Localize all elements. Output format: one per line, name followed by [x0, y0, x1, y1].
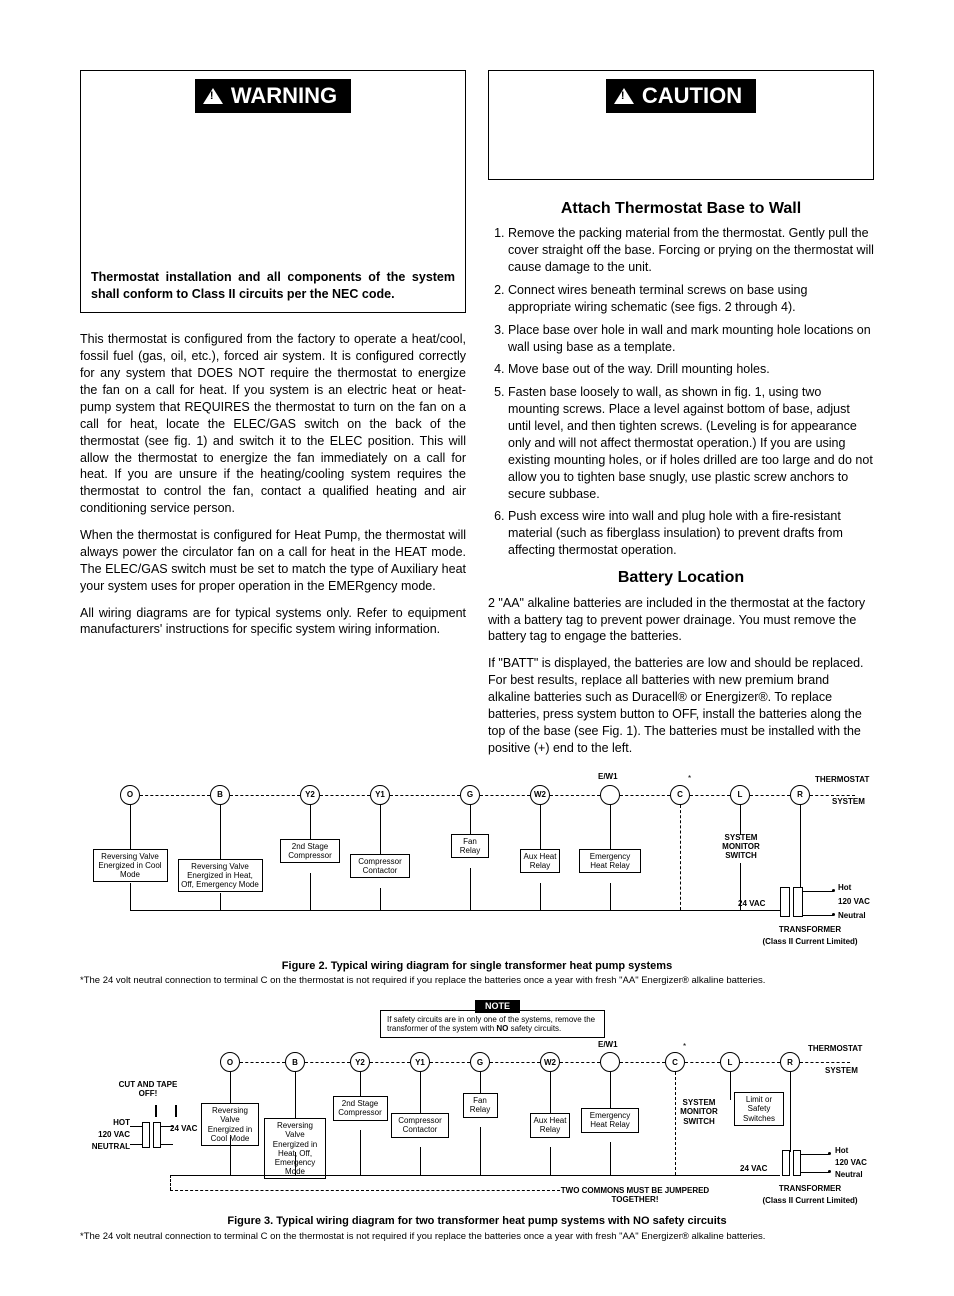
figure-2-caption: Figure 2. Typical wiring diagram for sin…: [80, 959, 874, 974]
warning-icon: [203, 88, 223, 104]
heading-attach: Attach Thermostat Base to Wall: [488, 198, 874, 220]
left-column: WARNING Thermostat installation and all …: [80, 70, 466, 767]
warning-text: Thermostat installation and all componen…: [91, 269, 455, 303]
warning-banner: WARNING: [195, 79, 351, 113]
step-2: Connect wires beneath terminal screws on…: [508, 282, 874, 316]
caution-banner: CAUTION: [606, 79, 756, 113]
install-steps: Remove the packing material from the the…: [488, 225, 874, 559]
paragraph-5: If "BATT" is displayed, the batteries ar…: [488, 655, 874, 756]
right-column: CAUTION Attach Thermostat Base to Wall R…: [488, 70, 874, 767]
step-3: Place base over hole in wall and mark mo…: [508, 322, 874, 356]
warning-label: WARNING: [231, 81, 337, 111]
figure-3-footnote: *The 24 volt neutral connection to termi…: [80, 1231, 874, 1244]
step-6: Push excess wire into wall and plug hole…: [508, 508, 874, 559]
paragraph-4: 2 "AA" alkaline batteries are included i…: [488, 595, 874, 646]
figure-2-footnote: *The 24 volt neutral connection to termi…: [80, 975, 874, 988]
warning-box: WARNING Thermostat installation and all …: [80, 70, 466, 313]
caution-box: CAUTION: [488, 70, 874, 180]
step-4: Move base out of the way. Drill mounting…: [508, 361, 874, 378]
heading-battery: Battery Location: [488, 567, 874, 589]
figure-3-caption: Figure 3. Typical wiring diagram for two…: [80, 1214, 874, 1229]
step-5: Fasten base loosely to wall, as shown in…: [508, 384, 874, 502]
figure-3-diagram: If safety circuits are in only one of th…: [80, 1000, 875, 1210]
caution-label: CAUTION: [642, 81, 742, 111]
paragraph-3: All wiring diagrams are for typical syst…: [80, 605, 466, 639]
figure-2-diagram: THERMOSTATSYSTEME/W1*OBY2Y1GW2CLRReversi…: [80, 775, 875, 955]
paragraph-1: This thermostat is configured from the f…: [80, 331, 466, 517]
caution-icon: [614, 88, 634, 104]
paragraph-2: When the thermostat is configured for He…: [80, 527, 466, 595]
step-1: Remove the packing material from the the…: [508, 225, 874, 276]
